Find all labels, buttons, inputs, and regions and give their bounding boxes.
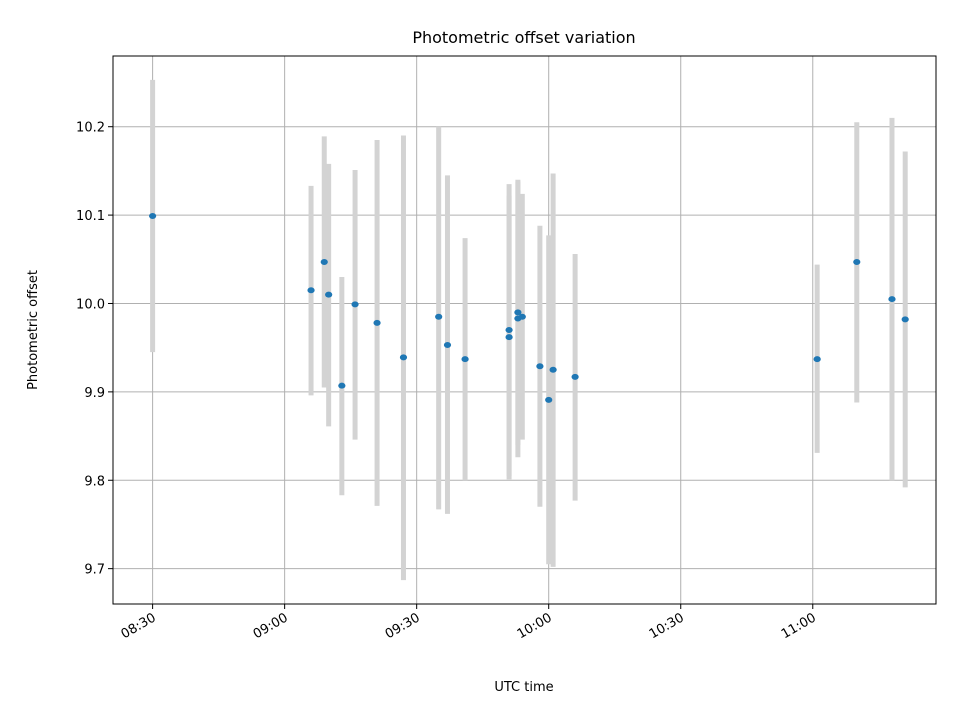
y-tick-label: 10.2	[76, 121, 105, 136]
x-tick-label: 09:00	[251, 610, 291, 642]
x-tick-label: 10:00	[515, 610, 555, 642]
data-point	[888, 296, 896, 303]
data-point	[853, 258, 861, 265]
x-axis-label: UTC time	[494, 680, 553, 695]
x-tick-label: 11:00	[779, 610, 819, 642]
data-point	[571, 373, 579, 380]
data-point	[549, 366, 557, 373]
data-point	[901, 316, 909, 323]
data-point	[373, 319, 381, 326]
y-tick-label: 10.0	[76, 297, 105, 312]
x-tick-label: 09:30	[383, 610, 423, 642]
data-point	[505, 327, 513, 333]
y-tick-label: 9.7	[84, 563, 105, 578]
x-tick-label: 08:30	[119, 610, 159, 642]
data-point	[325, 291, 333, 298]
plot-frame	[112, 55, 937, 605]
data-point	[545, 396, 553, 403]
data-point	[443, 342, 452, 349]
data-point	[505, 334, 513, 341]
x-axis-ticks: 08:30 09:00 09:30 10:00 10:30 11:00	[119, 604, 819, 642]
y-axis-ticks: 9.7 9.8 9.9 10.0 10.1 10.2	[76, 121, 113, 578]
data-point	[351, 301, 359, 308]
error-bars	[150, 79, 908, 581]
y-axis-label: Photometric offset	[26, 270, 41, 390]
data-point	[149, 212, 157, 219]
data-point	[338, 382, 346, 389]
data-point	[518, 313, 526, 320]
data-point	[320, 258, 328, 265]
data-point	[399, 354, 408, 361]
data-point	[461, 356, 469, 363]
data-point	[435, 313, 443, 320]
data-points	[149, 212, 909, 403]
data-point	[813, 356, 821, 363]
y-tick-label: 9.8	[84, 474, 105, 489]
x-tick-label: 10:30	[647, 610, 687, 642]
data-point	[307, 287, 315, 294]
y-tick-label: 10.1	[76, 209, 105, 224]
y-tick-label: 9.9	[84, 386, 105, 401]
chart-title: Photometric offset variation	[412, 28, 635, 47]
data-point	[536, 363, 544, 370]
data-point	[514, 309, 522, 316]
